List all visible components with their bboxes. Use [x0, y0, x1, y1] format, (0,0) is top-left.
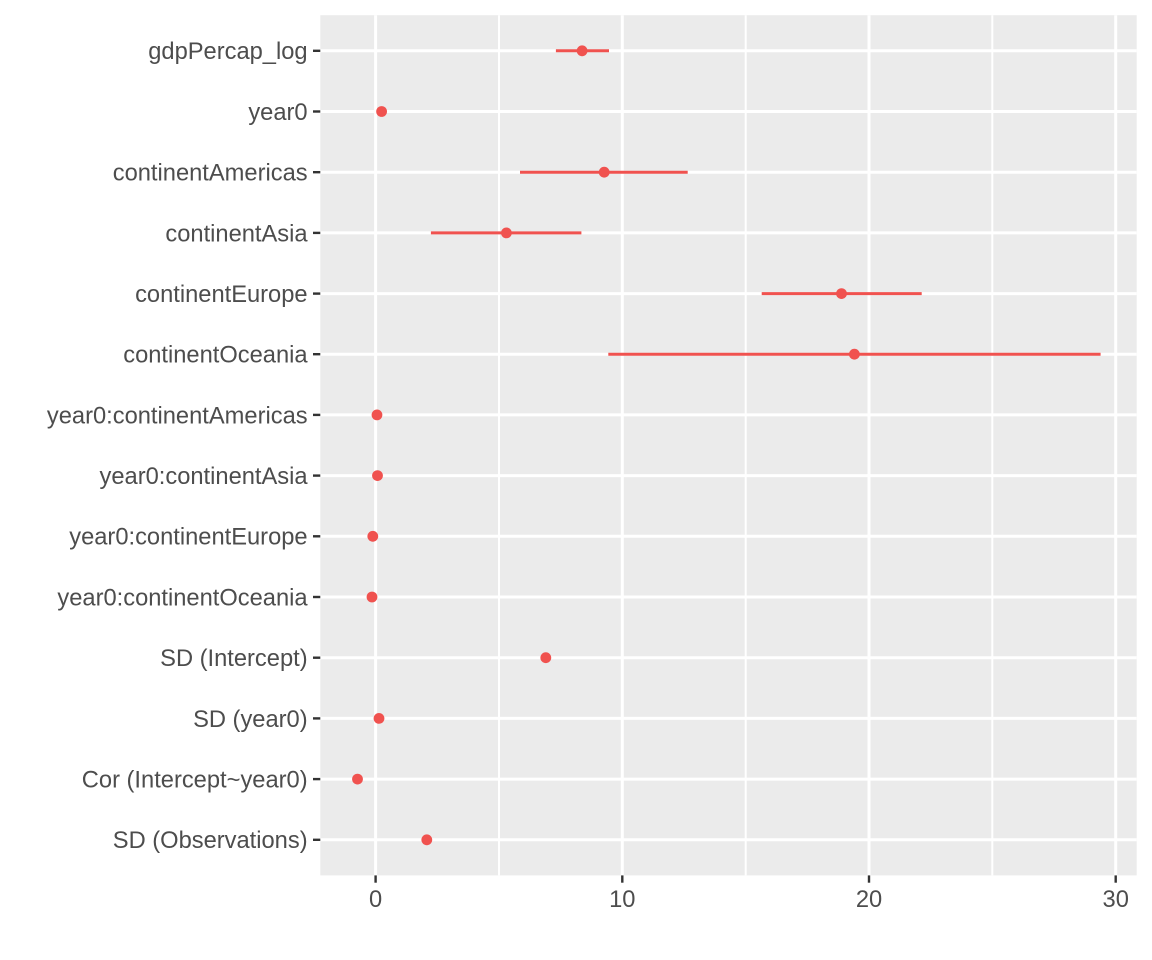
svg-text:continentEurope: continentEurope [135, 282, 308, 308]
svg-text:year0:continentAmericas: year0:continentAmericas [47, 403, 308, 429]
svg-text:SD (year0): SD (year0) [193, 707, 308, 733]
svg-text:continentAmericas: continentAmericas [113, 161, 308, 187]
svg-text:20: 20 [856, 887, 882, 913]
svg-text:gdpPercap_log: gdpPercap_log [148, 39, 307, 65]
svg-text:year0: year0 [248, 100, 307, 126]
svg-text:year0:continentAsia: year0:continentAsia [100, 464, 309, 490]
svg-text:30: 30 [1103, 887, 1129, 913]
svg-text:year0:continentOceania: year0:continentOceania [57, 585, 308, 611]
svg-text:0: 0 [369, 887, 382, 913]
svg-text:continentOceania: continentOceania [123, 343, 308, 369]
svg-text:Cor (Intercept~year0): Cor (Intercept~year0) [82, 768, 308, 794]
svg-text:10: 10 [609, 887, 635, 913]
svg-text:SD (Observations): SD (Observations) [113, 828, 308, 854]
svg-text:year0:continentEurope: year0:continentEurope [69, 525, 307, 551]
svg-text:SD (Intercept): SD (Intercept) [160, 646, 307, 672]
svg-text:continentAsia: continentAsia [165, 221, 308, 247]
